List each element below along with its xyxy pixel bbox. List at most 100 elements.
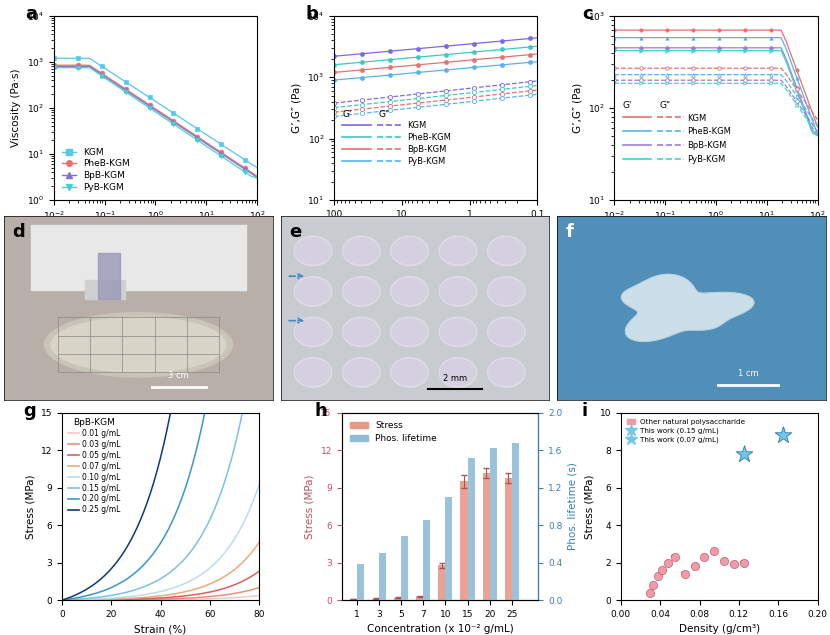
Ellipse shape [439,236,476,265]
Point [727,559,740,570]
Ellipse shape [489,279,524,304]
X-axis label: Angular frequency (rad/s): Angular frequency (rad/s) [369,224,503,234]
Y-axis label: Stress (MPa): Stress (MPa) [305,474,315,538]
Text: PyB-KGM: PyB-KGM [408,157,446,166]
Ellipse shape [344,319,378,345]
Ellipse shape [295,319,330,345]
Text: 2 mm: 2 mm [443,375,467,384]
Text: KGM: KGM [408,121,427,130]
Bar [372,599,379,600]
Point [717,556,730,566]
Bar [446,497,452,600]
Ellipse shape [441,238,476,264]
Bar [423,521,431,600]
Point [688,561,701,572]
Y-axis label: Viscosity (Pa·s): Viscosity (Pa·s) [12,69,22,147]
Text: a: a [26,5,37,23]
Ellipse shape [441,279,476,304]
Text: 65: 65 [654,573,662,578]
Text: 60: 60 [720,558,728,563]
Text: 65: 65 [730,562,738,567]
Bar [438,565,446,600]
Ellipse shape [393,238,427,264]
Ellipse shape [294,358,332,387]
Legend: Stress, Phos. lifetime: Stress, Phos. lifetime [346,417,441,447]
X-axis label: Shear rate (s⁻¹): Shear rate (s⁻¹) [115,228,196,237]
Text: G": G" [659,101,671,110]
Bar [505,478,512,600]
Ellipse shape [439,277,476,306]
Text: PheB-KGM: PheB-KGM [408,133,452,142]
Text: i: i [582,401,588,420]
Ellipse shape [344,279,378,304]
Ellipse shape [439,358,476,387]
Bar [417,596,423,600]
Ellipse shape [487,358,525,387]
Ellipse shape [391,358,428,387]
Bar [467,458,475,600]
Text: 60: 60 [740,560,748,565]
Ellipse shape [391,317,428,347]
Text: 60: 60 [691,564,699,569]
Text: PheB-KGM: PheB-KGM [687,128,731,137]
Point [647,580,660,590]
Ellipse shape [487,317,525,347]
Y-axis label: G’,G″ (Pa): G’,G″ (Pa) [572,83,582,133]
Point [777,430,790,440]
Ellipse shape [295,238,330,264]
Text: b: b [305,5,319,23]
Polygon shape [622,274,754,342]
Bar [482,472,490,600]
Text: d: d [12,224,25,241]
Ellipse shape [343,277,380,306]
Ellipse shape [295,279,330,304]
Text: 60: 60 [701,554,708,559]
X-axis label: Density (g/cm³): Density (g/cm³) [679,624,759,634]
Y-axis label: Stress (MPa): Stress (MPa) [26,474,36,538]
Bar [394,598,401,600]
Ellipse shape [391,277,428,306]
Ellipse shape [295,359,330,385]
Ellipse shape [439,317,476,347]
Y-axis label: Phos. lifetime (s): Phos. lifetime (s) [568,462,578,551]
Y-axis label: Stress (MPa): Stress (MPa) [584,474,594,538]
Text: KGM: KGM [687,114,707,123]
Ellipse shape [441,319,476,345]
Text: 1 cm: 1 cm [738,369,759,378]
Bar [357,565,364,600]
Ellipse shape [487,236,525,265]
Text: 65: 65 [664,560,672,565]
Point [652,571,665,581]
Ellipse shape [343,358,380,387]
Text: BpB-KGM: BpB-KGM [408,145,447,154]
X-axis label: Strain (%): Strain (%) [134,624,187,634]
Ellipse shape [294,277,332,306]
Text: 65: 65 [658,568,666,573]
Text: h: h [314,401,327,420]
Ellipse shape [343,236,380,265]
Ellipse shape [344,238,378,264]
Text: 3 cm: 3 cm [168,371,189,380]
Text: e: e [289,224,301,241]
Text: c: c [582,5,593,23]
Ellipse shape [45,312,232,377]
Bar [98,253,120,299]
Y-axis label: G’,G″ (Pa): G’,G″ (Pa) [292,83,302,133]
Point [662,558,675,568]
Text: G': G' [622,101,632,110]
Legend: KGM, PheB-KGM, BpB-KGM, PyB-KGM: KGM, PheB-KGM, BpB-KGM, PyB-KGM [58,144,133,196]
Bar [490,448,496,600]
Ellipse shape [489,319,524,345]
Legend: Other natural polysaccharide, This work (0.15 g/mL), This work (0.07 g/mL): Other natural polysaccharide, This work … [624,417,749,446]
Point [737,558,750,568]
Bar [85,281,125,299]
Text: BpB-KGM: BpB-KGM [687,142,727,150]
Bar [379,553,386,600]
Point [698,552,711,562]
Ellipse shape [391,236,428,265]
Point [668,552,681,562]
Bar [401,537,408,600]
Text: G': G' [342,110,352,119]
Point [678,569,691,579]
Bar [31,225,246,290]
